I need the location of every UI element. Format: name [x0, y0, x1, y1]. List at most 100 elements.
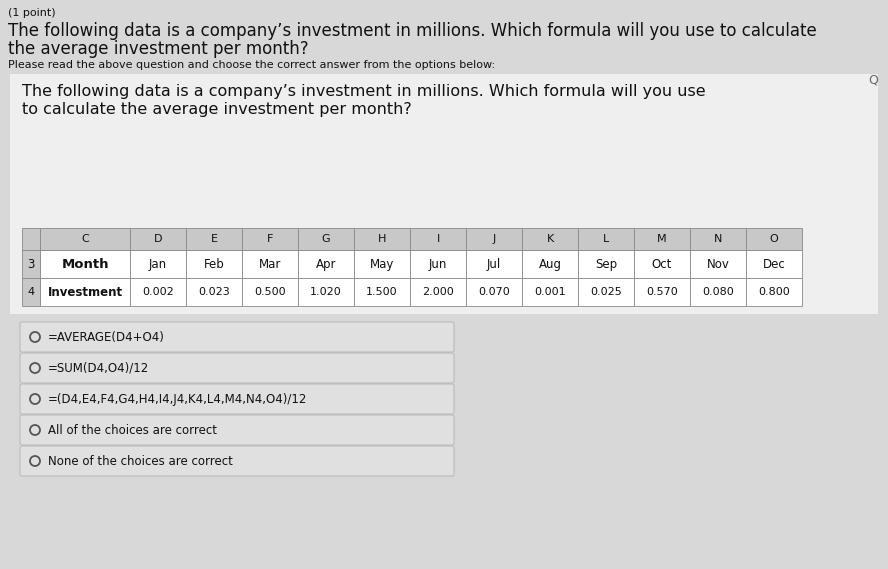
FancyBboxPatch shape — [746, 250, 802, 278]
FancyBboxPatch shape — [578, 278, 634, 306]
Text: The following data is a company’s investment in millions. Which formula will you: The following data is a company’s invest… — [8, 22, 817, 40]
FancyBboxPatch shape — [20, 446, 454, 476]
Text: Jul: Jul — [487, 258, 501, 270]
FancyBboxPatch shape — [690, 228, 746, 250]
FancyBboxPatch shape — [354, 278, 410, 306]
Text: O: O — [770, 234, 779, 244]
FancyBboxPatch shape — [298, 228, 354, 250]
FancyBboxPatch shape — [466, 278, 522, 306]
FancyBboxPatch shape — [634, 250, 690, 278]
Text: Nov: Nov — [707, 258, 729, 270]
Text: =(D4,E4,F4,G4,H4,I4,J4,K4,L4,M4,N4,O4)/12: =(D4,E4,F4,G4,H4,I4,J4,K4,L4,M4,N4,O4)/1… — [48, 393, 307, 406]
FancyBboxPatch shape — [40, 278, 130, 306]
Text: L: L — [603, 234, 609, 244]
FancyBboxPatch shape — [298, 250, 354, 278]
FancyBboxPatch shape — [354, 228, 410, 250]
Text: =SUM(D4,O4)/12: =SUM(D4,O4)/12 — [48, 361, 149, 374]
Text: 4: 4 — [28, 287, 35, 297]
Text: Sep: Sep — [595, 258, 617, 270]
Text: K: K — [546, 234, 553, 244]
FancyBboxPatch shape — [634, 278, 690, 306]
Text: 0.800: 0.800 — [758, 287, 789, 297]
FancyBboxPatch shape — [186, 228, 242, 250]
FancyBboxPatch shape — [242, 228, 298, 250]
Text: All of the choices are correct: All of the choices are correct — [48, 423, 217, 436]
Text: N: N — [714, 234, 722, 244]
Text: H: H — [377, 234, 386, 244]
Text: 0.500: 0.500 — [254, 287, 286, 297]
Text: Dec: Dec — [763, 258, 785, 270]
Text: 0.570: 0.570 — [646, 287, 678, 297]
FancyBboxPatch shape — [20, 322, 454, 352]
Text: Oct: Oct — [652, 258, 672, 270]
Text: Investment: Investment — [47, 286, 123, 299]
Text: F: F — [266, 234, 274, 244]
Text: Jun: Jun — [429, 258, 448, 270]
Text: Q: Q — [868, 73, 878, 86]
FancyBboxPatch shape — [130, 228, 186, 250]
FancyBboxPatch shape — [466, 228, 522, 250]
FancyBboxPatch shape — [298, 278, 354, 306]
Text: J: J — [492, 234, 496, 244]
FancyBboxPatch shape — [186, 278, 242, 306]
Text: Please read the above question and choose the correct answer from the options be: Please read the above question and choos… — [8, 60, 496, 70]
FancyBboxPatch shape — [10, 74, 878, 314]
Text: Jan: Jan — [149, 258, 167, 270]
Text: May: May — [369, 258, 394, 270]
FancyBboxPatch shape — [410, 228, 466, 250]
FancyBboxPatch shape — [22, 250, 40, 278]
FancyBboxPatch shape — [578, 228, 634, 250]
FancyBboxPatch shape — [20, 353, 454, 383]
Text: Aug: Aug — [538, 258, 561, 270]
Text: 0.025: 0.025 — [591, 287, 622, 297]
Text: Mar: Mar — [258, 258, 281, 270]
FancyBboxPatch shape — [746, 228, 802, 250]
Text: None of the choices are correct: None of the choices are correct — [48, 455, 233, 468]
FancyBboxPatch shape — [578, 250, 634, 278]
Text: to calculate the average investment per month?: to calculate the average investment per … — [22, 102, 412, 117]
FancyBboxPatch shape — [690, 250, 746, 278]
Text: G: G — [321, 234, 330, 244]
Text: 1.020: 1.020 — [310, 287, 342, 297]
FancyBboxPatch shape — [522, 250, 578, 278]
Text: 3: 3 — [28, 258, 35, 270]
Text: E: E — [210, 234, 218, 244]
Text: 0.080: 0.080 — [702, 287, 733, 297]
FancyBboxPatch shape — [130, 278, 186, 306]
FancyBboxPatch shape — [20, 415, 454, 445]
Text: 1.500: 1.500 — [366, 287, 398, 297]
FancyBboxPatch shape — [746, 278, 802, 306]
FancyBboxPatch shape — [410, 250, 466, 278]
Text: Feb: Feb — [203, 258, 225, 270]
Text: Apr: Apr — [316, 258, 337, 270]
FancyBboxPatch shape — [466, 250, 522, 278]
FancyBboxPatch shape — [242, 250, 298, 278]
FancyBboxPatch shape — [410, 278, 466, 306]
Text: The following data is a company’s investment in millions. Which formula will you: The following data is a company’s invest… — [22, 84, 706, 99]
Text: =AVERAGE(D4+O4): =AVERAGE(D4+O4) — [48, 331, 165, 344]
FancyBboxPatch shape — [40, 250, 130, 278]
Text: M: M — [657, 234, 667, 244]
Text: 0.001: 0.001 — [535, 287, 566, 297]
Text: 0.070: 0.070 — [478, 287, 510, 297]
FancyBboxPatch shape — [690, 278, 746, 306]
FancyBboxPatch shape — [40, 228, 130, 250]
FancyBboxPatch shape — [354, 250, 410, 278]
FancyBboxPatch shape — [522, 278, 578, 306]
Text: I: I — [436, 234, 440, 244]
Text: 0.023: 0.023 — [198, 287, 230, 297]
Text: C: C — [81, 234, 89, 244]
Text: 0.002: 0.002 — [142, 287, 174, 297]
Text: 2.000: 2.000 — [422, 287, 454, 297]
FancyBboxPatch shape — [22, 228, 40, 250]
Text: D: D — [154, 234, 163, 244]
Text: Month: Month — [61, 258, 108, 270]
FancyBboxPatch shape — [186, 250, 242, 278]
FancyBboxPatch shape — [20, 384, 454, 414]
FancyBboxPatch shape — [130, 250, 186, 278]
FancyBboxPatch shape — [522, 228, 578, 250]
FancyBboxPatch shape — [22, 278, 40, 306]
FancyBboxPatch shape — [634, 228, 690, 250]
Text: the average investment per month?: the average investment per month? — [8, 40, 309, 58]
FancyBboxPatch shape — [242, 278, 298, 306]
